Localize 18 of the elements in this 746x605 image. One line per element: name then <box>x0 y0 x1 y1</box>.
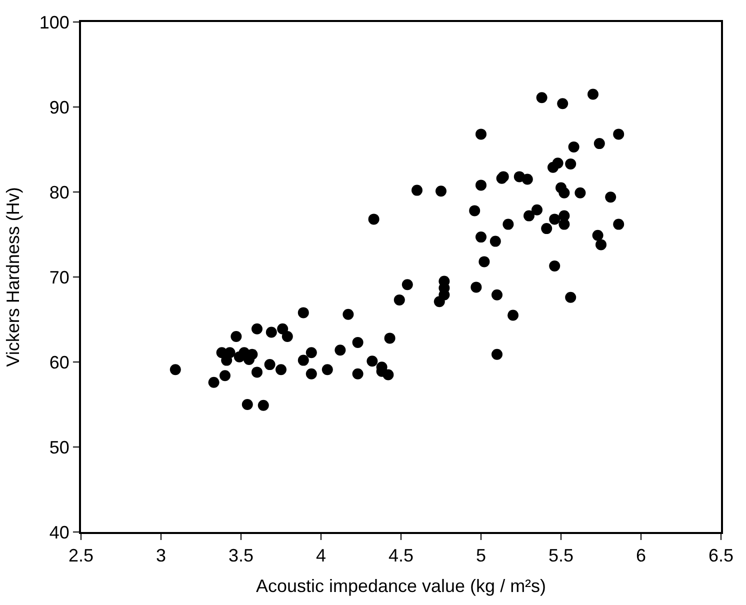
x-tick-label: 5.5 <box>548 546 574 566</box>
y-tick-label: 60 <box>49 352 70 372</box>
y-tick-label: 40 <box>49 522 70 542</box>
y-tick-label: 70 <box>49 267 70 288</box>
y-tick-label: 100 <box>39 12 70 32</box>
x-tick-label: 3.5 <box>228 546 254 566</box>
x-tick-label: 4 <box>316 546 326 566</box>
y-axis-title: Vickers Hardness (Hv) <box>3 187 24 367</box>
x-tick-label: 2.5 <box>68 546 94 566</box>
y-tick-label: 90 <box>49 97 70 118</box>
x-tick-label: 6 <box>636 546 646 566</box>
x-tick-label: 6.5 <box>708 546 734 566</box>
x-tick-label: 4.5 <box>388 546 414 566</box>
x-tick-label: 3 <box>156 546 166 566</box>
y-tick-label: 80 <box>49 182 70 202</box>
x-axis-title: Acoustic impedance value (kg / m²s) <box>256 576 546 596</box>
y-tick-label: 50 <box>49 437 70 458</box>
x-tick-label: 5 <box>476 546 486 566</box>
